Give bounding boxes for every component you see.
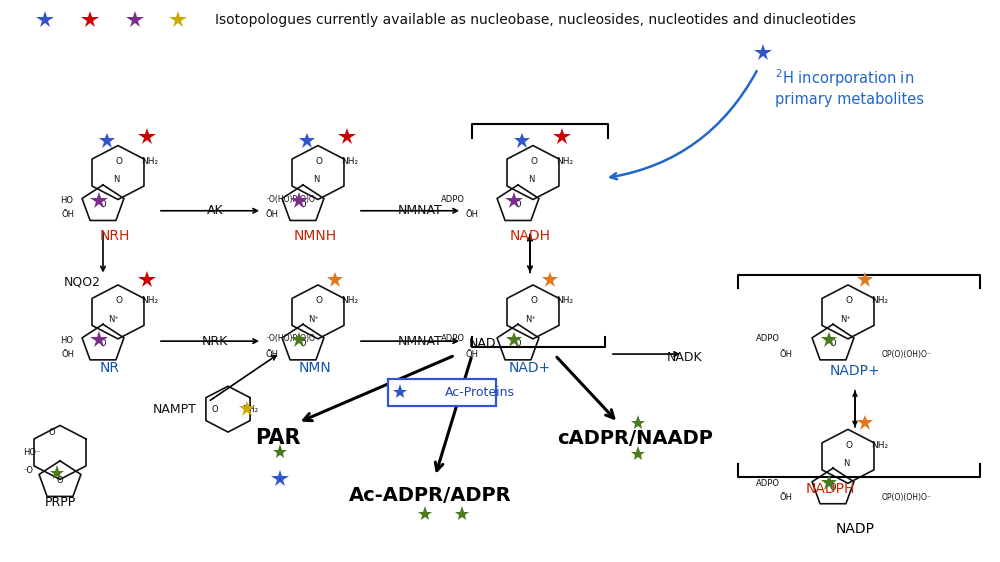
Text: O: O — [100, 200, 106, 209]
Text: AK: AK — [207, 204, 223, 217]
Text: O: O — [116, 296, 122, 305]
Text: NADPH: NADPH — [805, 482, 855, 496]
Text: NH₂: NH₂ — [341, 157, 359, 166]
Text: NRK: NRK — [202, 334, 228, 348]
Text: NH₂: NH₂ — [556, 296, 574, 305]
Text: O: O — [846, 441, 852, 450]
Text: N: N — [528, 175, 534, 184]
Text: NMN: NMN — [299, 361, 331, 375]
Text: NMNAT: NMNAT — [398, 204, 442, 217]
Text: O: O — [515, 200, 521, 209]
Text: NRH: NRH — [100, 229, 130, 243]
Text: O: O — [316, 296, 322, 305]
Text: ŌH: ŌH — [62, 350, 75, 359]
Text: $^{2}$H incorporation in
primary metabolites: $^{2}$H incorporation in primary metabol… — [775, 67, 924, 107]
Text: ⁻O(HO)P(O)O: ⁻O(HO)P(O)O — [265, 334, 315, 343]
Text: NH₂: NH₂ — [141, 157, 159, 166]
Text: O: O — [830, 483, 836, 492]
Text: O: O — [515, 339, 521, 348]
Text: HO: HO — [60, 196, 73, 205]
Text: ŌH: ŌH — [265, 210, 278, 219]
Text: ADPO: ADPO — [756, 334, 780, 343]
Text: NADP: NADP — [836, 523, 874, 536]
Text: NMNAT: NMNAT — [398, 334, 442, 348]
Text: NH₂: NH₂ — [556, 157, 574, 166]
Text: Ac-Proteins: Ac-Proteins — [445, 386, 515, 399]
Text: NAD+: NAD+ — [509, 361, 551, 375]
Text: PAR: PAR — [255, 428, 301, 448]
Text: Ac-ADPR/ADPR: Ac-ADPR/ADPR — [349, 486, 511, 505]
Text: O: O — [116, 157, 122, 166]
Text: NQO2: NQO2 — [64, 275, 100, 289]
Text: O: O — [57, 476, 63, 485]
Text: NADK: NADK — [667, 351, 703, 365]
Text: ADPO: ADPO — [441, 195, 465, 204]
Text: NADP+: NADP+ — [830, 364, 880, 378]
Text: O: O — [300, 339, 306, 348]
Text: HO⁻: HO⁻ — [23, 448, 40, 457]
Text: N⁺: N⁺ — [309, 315, 319, 324]
Text: ŌH: ŌH — [465, 350, 478, 359]
Text: NADH: NADH — [510, 229, 550, 243]
Text: NAD: NAD — [469, 337, 497, 351]
Text: NH₂: NH₂ — [871, 441, 889, 450]
Text: N⁺: N⁺ — [841, 315, 851, 324]
Text: O: O — [300, 200, 306, 209]
Text: N: N — [313, 175, 319, 184]
Text: ADPO: ADPO — [441, 334, 465, 343]
Text: OP(O)(OH)O⁻: OP(O)(OH)O⁻ — [882, 350, 932, 359]
Text: O: O — [316, 157, 322, 166]
Text: NH₂: NH₂ — [341, 296, 359, 305]
FancyBboxPatch shape — [388, 379, 496, 406]
Text: N⁺: N⁺ — [526, 315, 536, 324]
Text: OP(O)(OH)O⁻: OP(O)(OH)O⁻ — [882, 493, 932, 502]
Text: ⁻O(HO)P(O)O: ⁻O(HO)P(O)O — [265, 195, 315, 204]
Text: ⁻O: ⁻O — [22, 466, 33, 475]
Text: NMNH: NMNH — [293, 229, 337, 243]
Text: cADPR/NAADP: cADPR/NAADP — [557, 429, 713, 448]
Text: ŌH: ŌH — [265, 350, 278, 359]
Text: N: N — [843, 459, 849, 468]
Text: Isotopologues currently available as nucleobase, nucleosides, nucleotides and di: Isotopologues currently available as nuc… — [215, 13, 856, 26]
Text: ŌH: ŌH — [780, 493, 793, 502]
Text: HO: HO — [60, 336, 73, 345]
Text: ŌH: ŌH — [780, 350, 793, 359]
Text: NH₂: NH₂ — [242, 405, 258, 414]
Text: O: O — [212, 405, 218, 414]
Text: N⁺: N⁺ — [109, 315, 119, 324]
Text: ADPO: ADPO — [756, 479, 780, 488]
Text: N: N — [113, 175, 119, 184]
Text: O: O — [48, 428, 55, 437]
Text: O: O — [846, 296, 852, 305]
Text: PRPP: PRPP — [44, 496, 76, 510]
Text: ŌH: ŌH — [62, 210, 75, 219]
Text: NH₂: NH₂ — [871, 296, 889, 305]
Text: NAMPT: NAMPT — [153, 402, 197, 416]
Text: O: O — [530, 296, 538, 305]
Text: O: O — [530, 157, 538, 166]
Text: O: O — [830, 339, 836, 348]
Text: ŌH: ŌH — [465, 210, 478, 219]
Text: NH₂: NH₂ — [141, 296, 159, 305]
Text: NR: NR — [100, 361, 120, 375]
Text: O: O — [100, 339, 106, 348]
